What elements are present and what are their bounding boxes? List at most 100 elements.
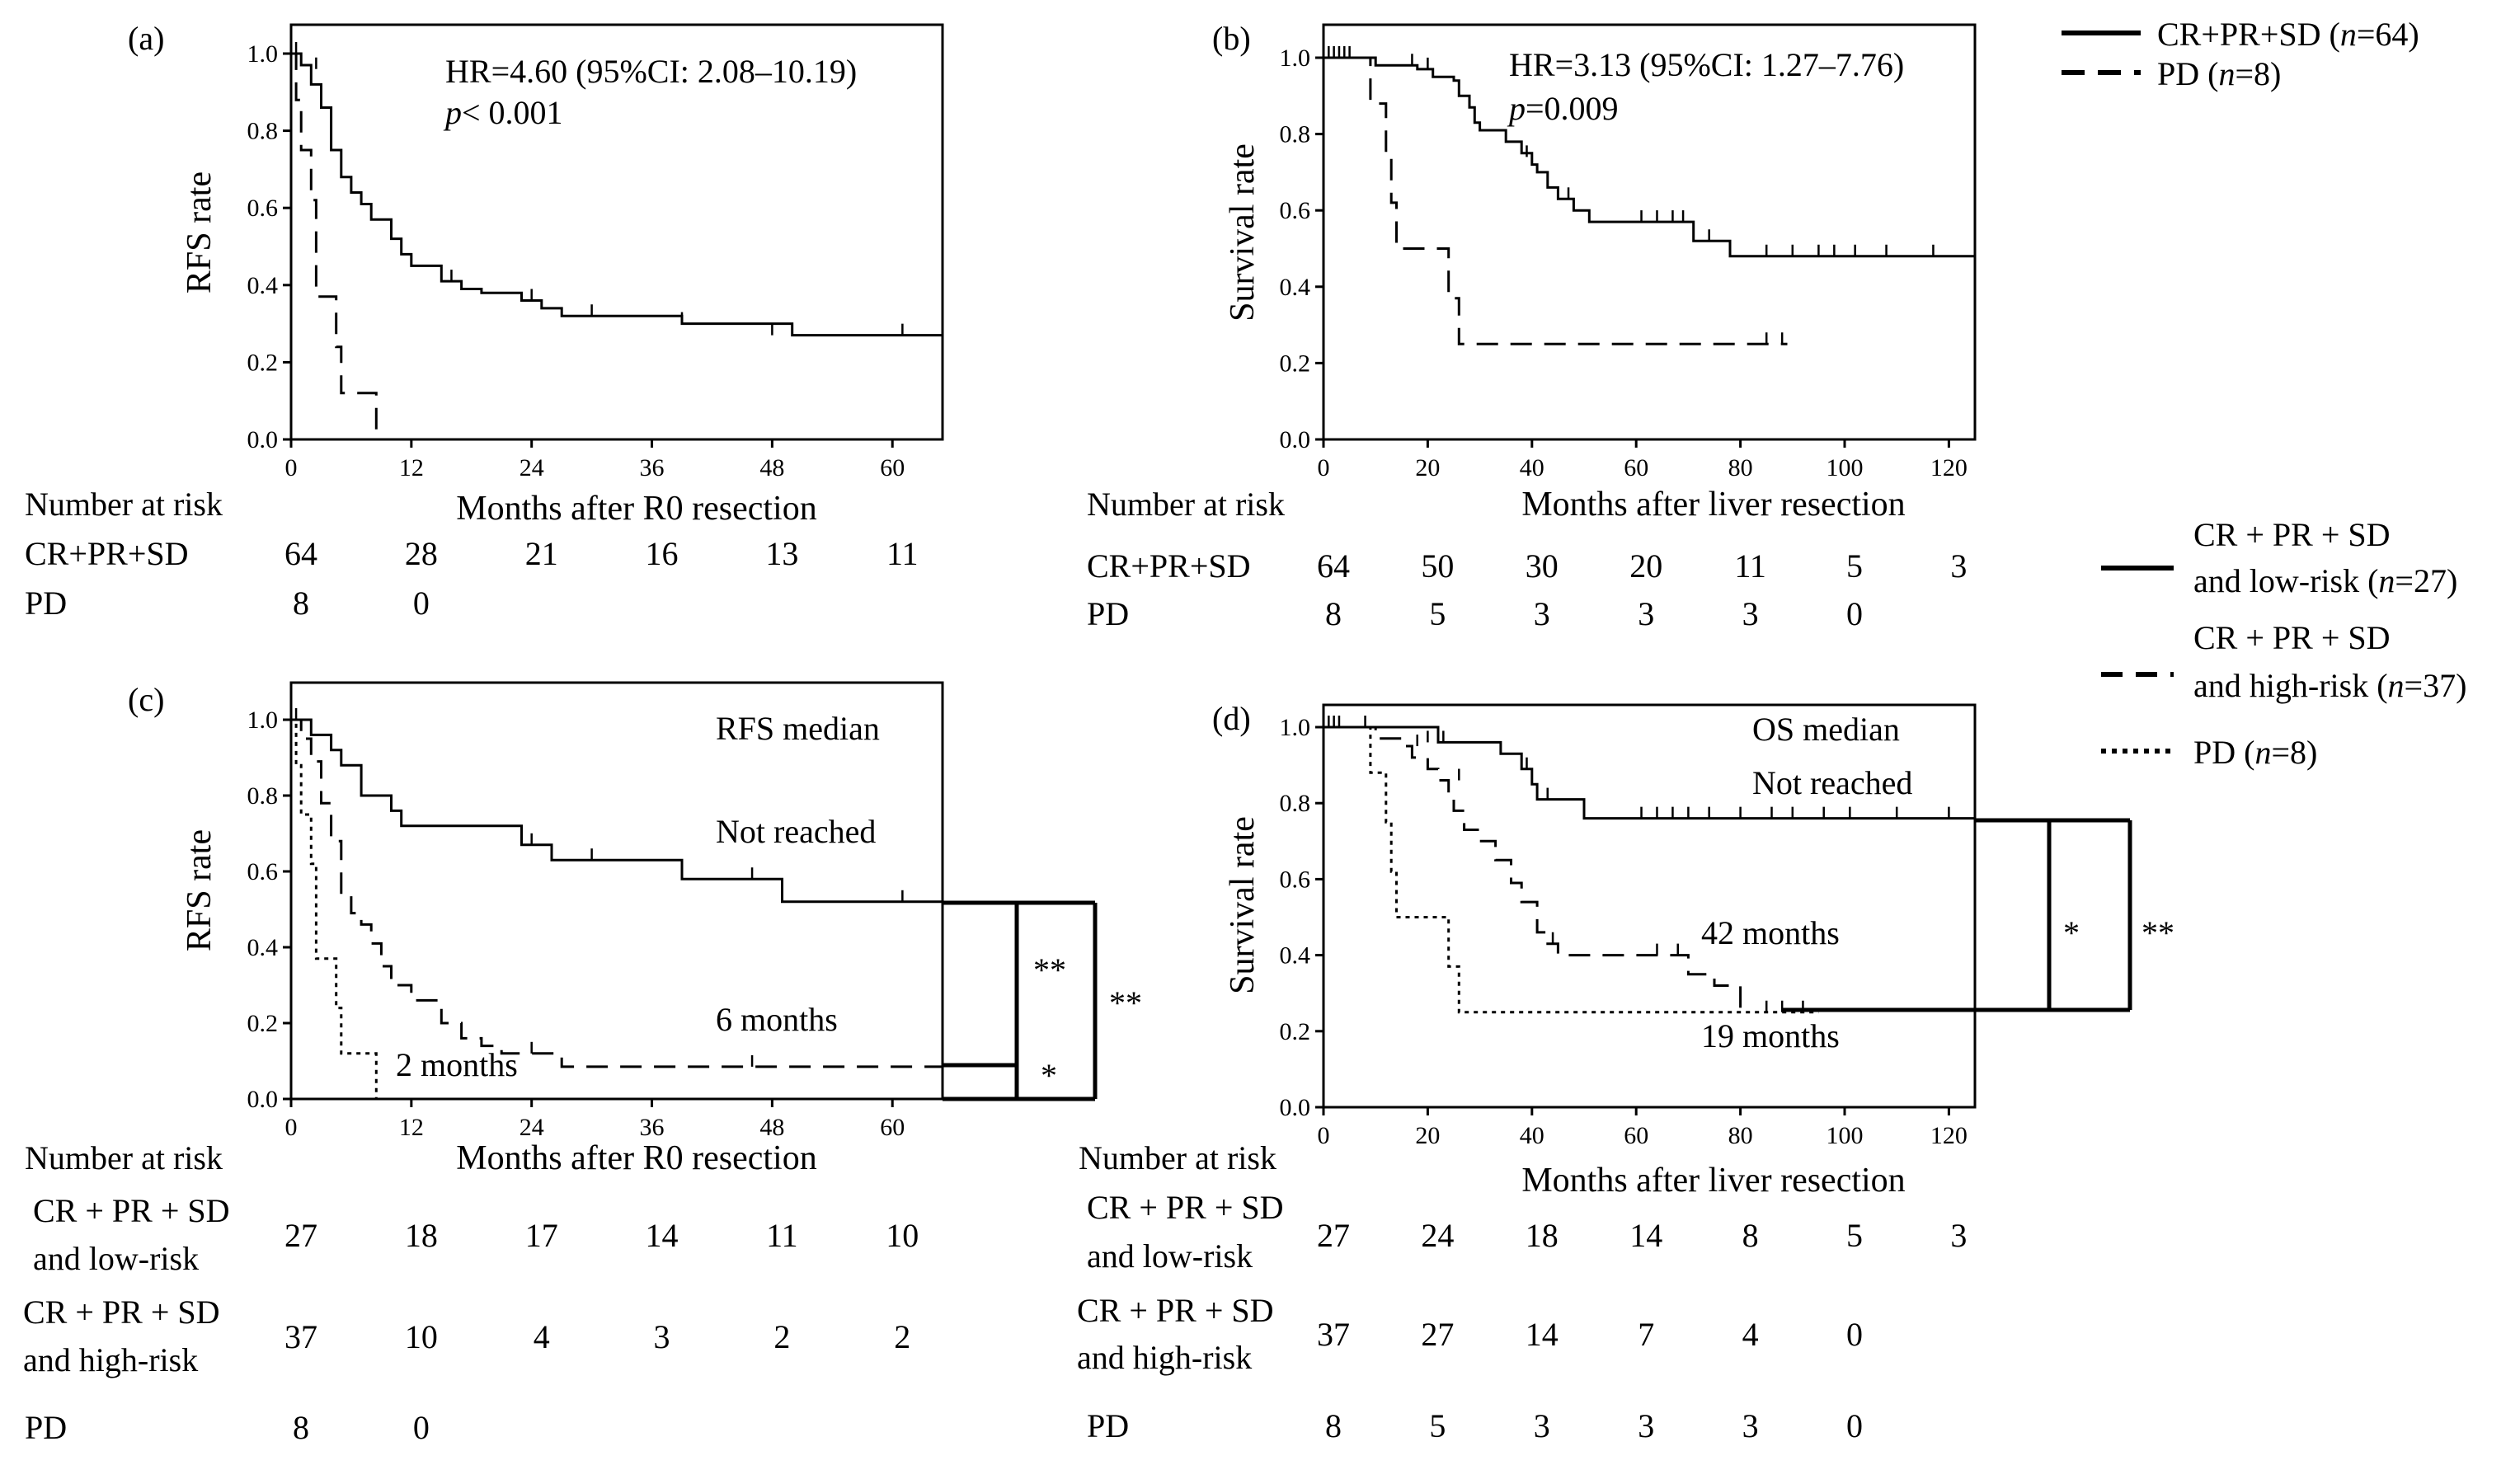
panel-a-xtick-label-1: 12 [399, 454, 424, 481]
panel-c-xtick-label-0: 0 [285, 1114, 298, 1141]
panel-c-risk-row-2-value-4: 2 [773, 1318, 790, 1355]
panel-b-y-label: Survival rate [1224, 143, 1262, 322]
panel-a-ytick-label-3: 0.6 [247, 195, 279, 222]
panel-b-risk-row-2-value-4: 3 [1742, 595, 1759, 632]
panel-a-risk-row-2-value-1: 0 [413, 585, 430, 622]
panel-b-axes: 0.0 0.2 0.4 0.6 0.8 1.0 0 20 40 60 80 100 120 [1280, 45, 1968, 481]
panel-c-sig-outer: ** [1109, 984, 1142, 1021]
panel-a: (a) 0.0 0.2 0.4 0.6 0.8 1.0 0 12 24 36 48 60 RFS ra… [25, 20, 944, 622]
panel-d-xtick-label-6: 120 [1930, 1122, 1968, 1149]
panel-a-risk-row-1-label: CR+PR+SD [25, 535, 189, 572]
panel-c-risk-row-1-value-3: 14 [646, 1217, 679, 1254]
panel-b-risk-row-2-value-0: 8 [1325, 595, 1342, 632]
panel-c-risk-row-2-value-5: 2 [894, 1318, 910, 1355]
panel-b: (b) 0.00.20.40.60.81.00 20 40 60 80 100 120 Su… [1087, 20, 1977, 632]
panel-d-ytick-label-0: 0.0 [1280, 1094, 1311, 1121]
panel-a-series-1-curve [291, 52, 382, 441]
panel-b-risk-row-1-value-6: 3 [1950, 547, 1967, 585]
panel-d-series-2-curve [1323, 725, 1819, 1014]
panel-b-risk-row-2-label: PD [1087, 595, 1129, 632]
panel-a-hr-annotation: HR=4.60 (95%CI: 2.08–10.19) [445, 53, 857, 90]
panel-d-label: (d) [1212, 700, 1251, 737]
panel-c-significance-brackets [943, 900, 1098, 1101]
panel-b-risk-row-2-value-1: 5 [1429, 595, 1446, 632]
panel-b-xtick-label-0: 0 [1318, 454, 1330, 481]
panel-d-xtick-label-0: 0 [1318, 1122, 1330, 1149]
panel-d-risk-row-2-value-1: 27 [1421, 1316, 1454, 1353]
panel-c-xtick-label-4: 48 [759, 1114, 784, 1141]
panel-d-risk-row-3-value-2: 3 [1534, 1407, 1550, 1444]
panel-b-ytick-label-1: 0.2 [1280, 350, 1311, 377]
panel-d-risk-row-1-value-3: 14 [1629, 1217, 1662, 1254]
panel-b-risk-row-2-value-3: 3 [1638, 595, 1654, 632]
panel-c-risk-row-3-value-0: 8 [293, 1409, 309, 1446]
panel-d-series [1323, 716, 1975, 1014]
panel-c-risk-row-2-value-3: 3 [654, 1318, 670, 1355]
panel-d-risk-row-3-value-5: 0 [1846, 1407, 1863, 1444]
panel-a-risk-row-1-value-3: 16 [646, 535, 679, 572]
panel-c-series-2-curve [291, 718, 943, 1101]
panel-c-risk-header: Number at risk [25, 1139, 223, 1176]
panel-d-y-label: Survival rate [1224, 816, 1262, 994]
panel-a-series [291, 42, 943, 441]
panel-d-ytick-label-3: 0.6 [1280, 866, 1311, 893]
panel-d-xtick-label-3: 60 [1624, 1122, 1648, 1149]
panel-d-risk-row-3-label: PD [1087, 1407, 1129, 1444]
panel-b-series-1-curve [1323, 56, 1788, 345]
panel-c-series [291, 708, 943, 1101]
panel-d-risk-row-1-value-5: 5 [1846, 1217, 1863, 1254]
panel-c-label: (c) [128, 681, 164, 718]
panel-d-xtick-label-1: 20 [1415, 1122, 1440, 1149]
panel-c-pd-median: 2 months [396, 1046, 518, 1083]
panel-c-axes: 0.0 0.2 0.4 0.6 0.8 1.0 0 12 24 36 48 60 [247, 707, 905, 1141]
panel-a-plot-frame [289, 23, 944, 441]
panel-b-risk-header: Number at risk [1087, 486, 1285, 523]
panel-d-sig-outer: ** [2142, 914, 2174, 951]
panel-d-median-header: OS median [1752, 711, 1900, 748]
panel-a-y-label: RFS rate [181, 171, 219, 293]
panel-b-hr-annotation: HR=3.13 (95%CI: 1.27–7.76) [1509, 46, 1904, 83]
panel-b-p-annotation: p=0.009 [1507, 90, 1619, 127]
panel-b-xtick-label-6: 120 [1930, 454, 1968, 481]
panel-a-label: (a) [128, 20, 164, 57]
panel-d-risk-row-2-value-4: 4 [1742, 1316, 1759, 1353]
panel-b-risk-row-1-value-2: 30 [1526, 547, 1559, 585]
panel-c-risk-row-1-value-1: 18 [405, 1217, 438, 1254]
panel-b-risk-row-2-value-2: 3 [1534, 595, 1550, 632]
panel-b-risk-row-1-value-5: 5 [1846, 547, 1863, 585]
panel-c-series-1-curve [291, 718, 943, 1068]
panel-a-risk-row-1-value-2: 21 [525, 535, 558, 572]
panel-d-risk-row-1-value-2: 18 [1526, 1217, 1559, 1254]
panel-c-sig-inner-top: ** [1033, 951, 1066, 988]
panel-b-xtick-label-3: 60 [1624, 454, 1648, 481]
legend-bottom: CR + PR + SD and low-risk (n=27) CR + PR… [2101, 516, 2466, 771]
panel-d-risk-row-2-label2: and high-risk [1077, 1339, 1252, 1376]
panel-b-series [1323, 46, 1975, 345]
panel-d-risk-header: Number at risk [1079, 1139, 1276, 1176]
panel-d-risk-row-3-value-3: 3 [1638, 1407, 1654, 1444]
panel-a-risk-header: Number at risk [25, 486, 223, 523]
panel-d-pd-median: 19 months [1701, 1017, 1840, 1054]
panel-c-risk-row-2-label2: and high-risk [23, 1341, 198, 1378]
panel-d-risk-row-3-value-0: 8 [1325, 1407, 1342, 1444]
panel-d-plot-frame [1322, 703, 1977, 1109]
panel-a-risk-row-1-value-0: 64 [284, 535, 317, 572]
panel-d-ytick-label-2: 0.4 [1280, 942, 1311, 970]
panel-b-ytick-label-2: 0.4 [1280, 274, 1311, 301]
panel-a-xtick-label-2: 24 [520, 454, 544, 481]
panel-c-ytick-label-5: 1.0 [247, 707, 279, 734]
panel-c-ytick-label-0: 0.0 [247, 1086, 279, 1113]
panel-b-ytick-label-5: 1.0 [1280, 45, 1311, 72]
panel-d-risk-row-3-value-4: 3 [1742, 1407, 1759, 1444]
panel-c-risk-row-1-value-2: 17 [525, 1217, 558, 1254]
panel-a-p-annotation: p< 0.001 [443, 94, 563, 131]
panel-b-xtick-label-4: 80 [1728, 454, 1753, 481]
panel-a-xtick-label-5: 60 [880, 454, 905, 481]
panel-d-high-risk-median: 42 months [1701, 914, 1840, 951]
panel-b-risk-row-1-value-1: 50 [1421, 547, 1454, 585]
panel-d-risk-values: 27 24 18 14 8 5 3 37 27 14 7 4 0 8 5 3 3 3 0 [1317, 1217, 1967, 1444]
panel-c-plot-frame [289, 681, 944, 1101]
legend-bottom-item1-line2: and low-risk (n=27) [2193, 562, 2457, 599]
panel-d-x-label: Months after liver resection [1521, 1162, 1905, 1200]
panel-b-risk-row-1-label: CR+PR+SD [1087, 547, 1251, 585]
